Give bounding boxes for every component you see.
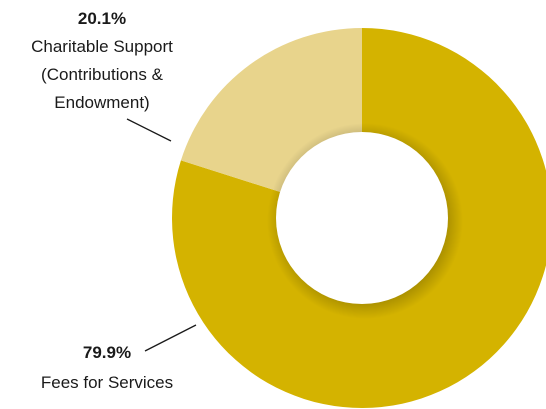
slice-value-label: 79.9% xyxy=(83,343,131,362)
slice-label-fees: 79.9% Fees for Services xyxy=(41,324,197,392)
slice-name-line: Charitable Support xyxy=(31,37,173,56)
slice-name-line: Fees for Services xyxy=(41,373,173,392)
leader-line xyxy=(126,118,172,142)
slice-name-line: (Contributions & xyxy=(41,65,164,84)
slice-label-charitable: 20.1% Charitable Support (Contributions … xyxy=(31,9,173,142)
slice-value-label: 20.1% xyxy=(78,9,126,28)
leader-line xyxy=(144,324,197,352)
donut-hole xyxy=(276,132,448,304)
slice-name-line: Endowment) xyxy=(54,93,149,112)
